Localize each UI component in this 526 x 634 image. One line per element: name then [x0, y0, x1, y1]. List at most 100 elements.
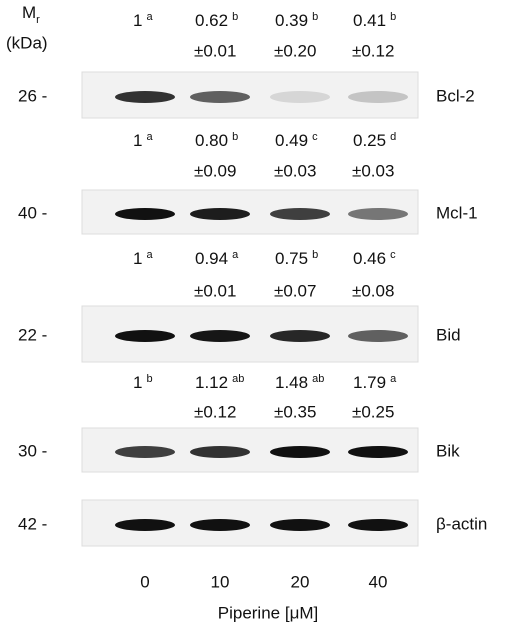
band — [190, 330, 250, 342]
value: 0.41 — [353, 11, 386, 30]
band — [115, 519, 175, 531]
value: 0.94 — [195, 249, 228, 268]
significance: a — [390, 373, 397, 385]
significance: ab — [232, 373, 244, 385]
sd-label: ±0.25 — [352, 402, 394, 421]
value: 1 — [133, 131, 142, 150]
sd-label: ±0.09 — [194, 161, 236, 180]
value: 1 — [133, 373, 142, 392]
sd-label: ±0.07 — [274, 281, 316, 300]
significance: a — [146, 11, 153, 23]
value: 0.25 — [353, 131, 386, 150]
significance: a — [146, 249, 153, 261]
value-label: 0.80 b — [195, 131, 238, 151]
mr-label: Mr — [22, 3, 40, 25]
protein-label: Mcl-1 — [436, 203, 478, 222]
mr: M — [22, 3, 36, 22]
band — [190, 91, 250, 103]
value: 0.49 — [275, 131, 308, 150]
value-label: 1.79 a — [353, 373, 397, 393]
band — [115, 91, 175, 103]
dose-label: 0 — [140, 572, 149, 591]
significance: c — [390, 249, 396, 261]
sd-label: ±0.35 — [274, 402, 316, 421]
sd-label: ±0.12 — [352, 41, 394, 60]
band — [115, 446, 175, 458]
band — [270, 330, 330, 342]
significance: c — [312, 131, 318, 143]
sd-label: ±0.08 — [352, 281, 394, 300]
mw-label: 42 - — [18, 514, 47, 533]
value: 0.62 — [195, 11, 228, 30]
sd-label: ±0.03 — [274, 161, 316, 180]
value: 1 — [133, 11, 142, 30]
x-axis-title: Piperine [μM] — [218, 603, 319, 622]
value: 0.75 — [275, 249, 308, 268]
kda-label: (kDa) — [6, 33, 48, 52]
dose-label: 40 — [369, 572, 388, 591]
value: 1.12 — [195, 373, 228, 392]
significance: b — [390, 11, 396, 23]
dose-label: 20 — [291, 572, 310, 591]
significance: d — [390, 131, 396, 143]
mw-label: 22 - — [18, 325, 47, 344]
band — [190, 208, 250, 220]
significance: b — [312, 11, 318, 23]
mw-label: 26 - — [18, 86, 47, 105]
significance: a — [146, 131, 153, 143]
protein-label: Bid — [436, 325, 461, 344]
sd-label: ±0.20 — [274, 41, 316, 60]
value: 1.79 — [353, 373, 386, 392]
significance: ab — [312, 373, 324, 385]
value-label: 0.46 c — [353, 249, 396, 269]
value: 0.39 — [275, 11, 308, 30]
band — [190, 446, 250, 458]
value-label: 0.62 b — [195, 11, 238, 31]
value: 0.80 — [195, 131, 228, 150]
band — [115, 330, 175, 342]
value-label: 0.41 b — [353, 11, 396, 31]
value: 1.48 — [275, 373, 308, 392]
significance: b — [312, 249, 318, 261]
band — [348, 330, 408, 342]
value-label: 1.12 ab — [195, 373, 244, 393]
protein-label: Bcl-2 — [436, 86, 475, 105]
significance: a — [232, 249, 239, 261]
band — [348, 91, 408, 103]
sd-label: ±0.03 — [352, 161, 394, 180]
protein-label: β-actin — [436, 514, 487, 533]
significance: b — [232, 11, 238, 23]
band — [270, 446, 330, 458]
band — [348, 519, 408, 531]
mw-label: 40 - — [18, 203, 47, 222]
dose-label: 10 — [211, 572, 230, 591]
value: 1 — [133, 249, 142, 268]
significance: b — [232, 131, 238, 143]
value: 0.46 — [353, 249, 386, 268]
sd-label: ±0.01 — [194, 281, 236, 300]
value-label: 0.39 b — [275, 11, 318, 31]
value-label: 0.94 a — [195, 249, 239, 269]
band — [348, 446, 408, 458]
band — [348, 208, 408, 220]
value-label: 0.75 b — [275, 249, 318, 269]
protein-label: Bik — [436, 441, 460, 460]
band — [115, 208, 175, 220]
significance: b — [146, 373, 152, 385]
band — [190, 519, 250, 531]
band — [270, 208, 330, 220]
sd-label: ±0.01 — [194, 41, 236, 60]
value-label: 0.25 d — [353, 131, 396, 151]
band — [270, 519, 330, 531]
sd-label: ±0.12 — [194, 402, 236, 421]
mw-label: 30 - — [18, 441, 47, 460]
value-label: 0.49 c — [275, 131, 318, 151]
band — [270, 91, 330, 103]
mr-sub: r — [36, 14, 40, 26]
value-label: 1.48 ab — [275, 373, 324, 393]
